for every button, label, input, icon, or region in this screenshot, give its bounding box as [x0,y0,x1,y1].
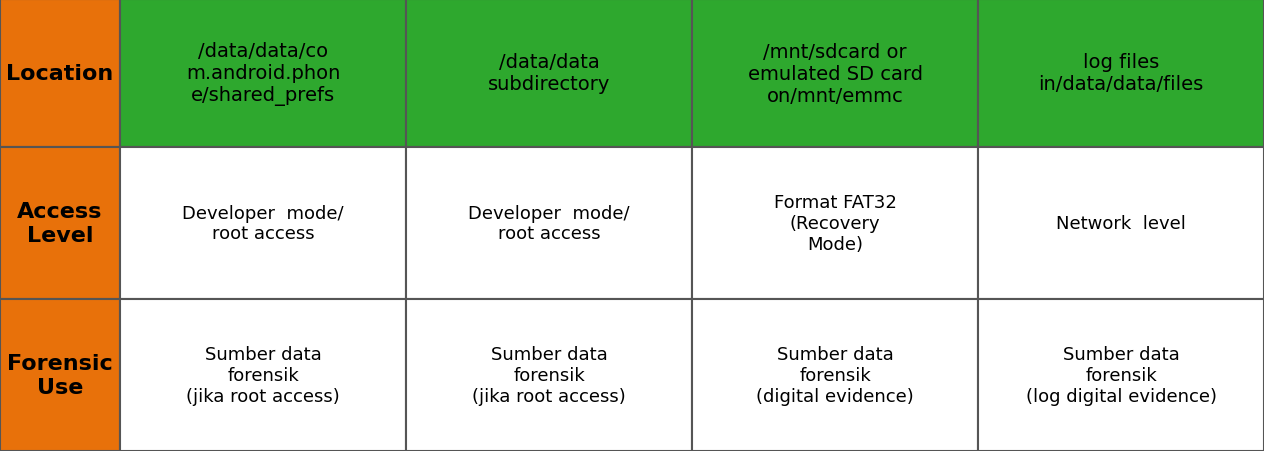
Bar [120,299,406,451]
Text: Developer  mode/
root access: Developer mode/ root access [468,204,629,243]
Bar [0,0,120,147]
Bar [0,147,120,299]
Text: Sumber data
forensik
(log digital evidence): Sumber data forensik (log digital eviden… [1025,345,1216,405]
Bar [691,0,978,147]
Text: Sumber data
forensik
(jika root access): Sumber data forensik (jika root access) [186,345,340,405]
Text: /data/data
subdirectory: /data/data subdirectory [488,53,611,94]
Text: Format FAT32
(Recovery
Mode): Format FAT32 (Recovery Mode) [774,194,896,253]
Bar [978,147,1264,299]
Text: Location: Location [6,64,114,84]
Text: Developer  mode/
root access: Developer mode/ root access [182,204,344,243]
Text: /data/data/co
m.android.phon
e/shared_prefs: /data/data/co m.android.phon e/shared_pr… [186,42,340,106]
Text: Sumber data
forensik
(digital evidence): Sumber data forensik (digital evidence) [756,345,914,405]
Bar [691,147,978,299]
Bar [978,299,1264,451]
Bar [406,299,691,451]
Bar [120,147,406,299]
Text: Forensic
Use: Forensic Use [8,354,112,397]
Text: log files
in/data/data/files: log files in/data/data/files [1038,53,1203,94]
Text: Sumber data
forensik
(jika root access): Sumber data forensik (jika root access) [473,345,626,405]
Bar [0,299,120,451]
Bar [978,0,1264,147]
Text: /mnt/sdcard or
emulated SD card
on/mnt/emmc: /mnt/sdcard or emulated SD card on/mnt/e… [747,42,923,105]
Text: Network  level: Network level [1055,215,1186,232]
Bar [120,0,406,147]
Text: Access
Level: Access Level [18,202,102,245]
Bar [406,0,691,147]
Bar [406,147,691,299]
Bar [691,299,978,451]
